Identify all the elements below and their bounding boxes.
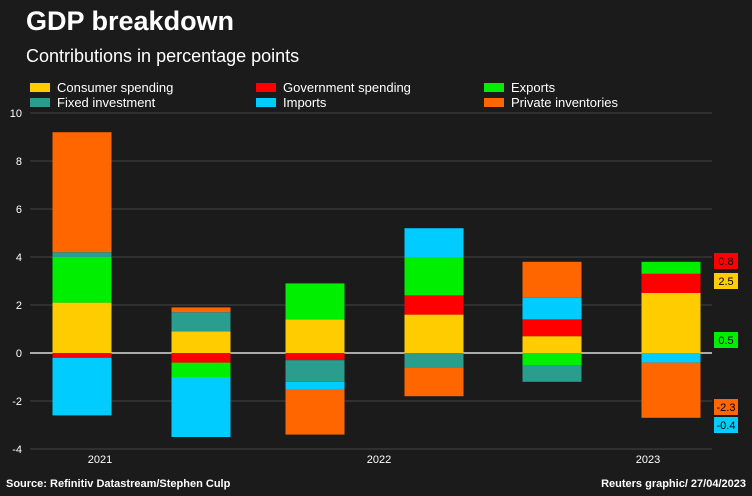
bar-segment: [404, 367, 464, 397]
bar-segment: [285, 360, 345, 382]
legend-label: Exports: [511, 80, 556, 95]
bar-segment: [404, 314, 464, 353]
bar-segment: [641, 353, 701, 363]
y-tick-label: 2: [16, 300, 22, 312]
y-tick-label: 0: [16, 348, 22, 360]
bar-segment: [404, 257, 464, 296]
x-tick-label: 2022: [367, 454, 391, 466]
bar-segment: [404, 295, 464, 315]
y-tick-label: 6: [16, 204, 22, 216]
bar-segment: [171, 331, 231, 353]
annotation-label: -0.4: [717, 420, 736, 432]
bar-segment: [52, 257, 112, 303]
bar-segment: [52, 357, 112, 416]
bar-segment: [641, 261, 701, 274]
bar-segment: [171, 353, 231, 363]
legend-swatch: [256, 83, 276, 92]
bar-segment: [522, 365, 582, 382]
bar-segment: [171, 307, 231, 313]
bar-segment: [52, 252, 112, 257]
annotation-label: 0.8: [718, 256, 733, 268]
annotation-box: [714, 417, 738, 433]
annotation-label: 2.5: [718, 276, 733, 288]
x-tick-label: 2021: [88, 454, 112, 466]
bar-segment: [641, 273, 701, 293]
legend-label: Consumer spending: [57, 80, 174, 95]
annotation-box: [714, 253, 738, 269]
y-tick-label: 8: [16, 156, 22, 168]
legend-item: Government spending: [256, 80, 411, 95]
legend-swatch: [30, 98, 50, 107]
bar-segment: [285, 389, 345, 435]
y-tick-label: 10: [10, 108, 22, 120]
bar-segment: [641, 293, 701, 353]
chart-title: GDP breakdown: [26, 6, 235, 36]
x-tick-label: 2023: [636, 454, 660, 466]
bar-segment: [52, 132, 112, 253]
bar-segment: [285, 319, 345, 353]
credit-note: Reuters graphic/ 27/04/2023: [601, 478, 746, 490]
legend-label: Imports: [283, 95, 327, 110]
legend-item: Consumer spending: [30, 80, 173, 95]
legend-label: Fixed investment: [57, 95, 156, 110]
legend-item: Fixed investment: [30, 95, 155, 110]
bar-segment: [522, 297, 582, 320]
legend-label: Private inventories: [511, 95, 618, 110]
legend-label: Government spending: [283, 80, 411, 95]
legend-swatch: [484, 98, 504, 107]
bar-segment: [522, 261, 582, 298]
bar-segment: [641, 362, 701, 418]
annotation-label: 0.5: [718, 335, 733, 347]
legend-item: Private inventories: [484, 95, 618, 110]
y-tick-label: -4: [12, 444, 22, 456]
bar-segment: [522, 319, 582, 337]
bar-segment: [171, 312, 231, 332]
y-tick-label: -2: [12, 396, 22, 408]
legend-swatch: [484, 83, 504, 92]
bar-segment: [522, 353, 582, 365]
bar-segment: [285, 381, 345, 389]
bar-segment: [285, 283, 345, 320]
bar-segment: [52, 302, 112, 353]
annotation-box: [714, 399, 738, 415]
annotation-box: [714, 273, 738, 289]
bar-segment: [404, 353, 464, 368]
bar-segment: [404, 228, 464, 257]
source-note: Source: Refinitiv Datastream/Stephen Cul…: [6, 478, 231, 490]
legend-item: Imports: [256, 95, 326, 110]
annotation-label: -2.3: [717, 402, 736, 414]
annotation-box: [714, 332, 738, 348]
chart-subtitle: Contributions in percentage points: [26, 46, 300, 66]
bar-segment: [285, 353, 345, 361]
bar-segment: [52, 353, 112, 358]
legend-swatch: [30, 83, 50, 92]
legend-swatch: [256, 98, 276, 107]
legend-item: Exports: [484, 80, 555, 95]
y-tick-label: 4: [16, 252, 22, 264]
bar-segment: [171, 362, 231, 377]
bar-segment: [171, 377, 231, 437]
bar-segment: [522, 336, 582, 353]
